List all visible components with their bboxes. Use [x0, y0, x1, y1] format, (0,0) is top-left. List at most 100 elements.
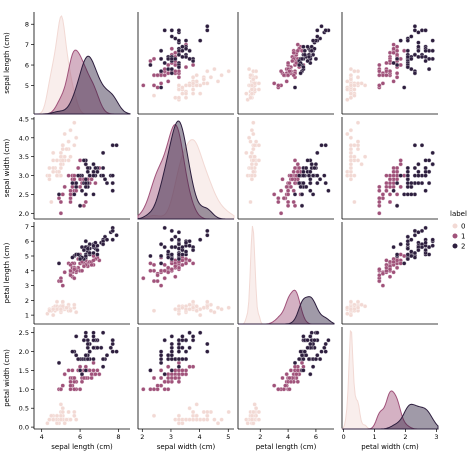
scatter-point-series-0 [348, 307, 354, 312]
scatter-point-series-2 [180, 44, 185, 49]
scatter-point-series-0 [72, 143, 77, 148]
scatter-point-series-2 [110, 173, 115, 178]
scatter-point-series-2 [166, 56, 171, 62]
scatter-point-series-2 [85, 169, 90, 174]
scatter-point-series-2 [110, 180, 115, 186]
scatter-point-series-1 [384, 180, 389, 186]
scatter-point-series-0 [176, 87, 182, 92]
scatter-point-series-1 [60, 283, 65, 288]
scatter-point-series-1 [72, 375, 77, 381]
scatter-point-series-1 [387, 50, 393, 55]
scatter-point-series-2 [323, 143, 328, 148]
scatter-point-series-2 [313, 356, 319, 362]
x-tick-label: 5 [226, 433, 230, 441]
scatter-point-series-2 [292, 360, 298, 366]
scatter-point-series-0 [190, 413, 196, 418]
scatter-point-series-2 [394, 203, 400, 208]
scatter-point-series-2 [158, 56, 164, 62]
scatter-point-series-1 [377, 184, 382, 190]
scatter-point-series-0 [190, 87, 196, 92]
scatter-point-series-0 [68, 154, 73, 159]
scatter-point-series-1 [148, 268, 153, 273]
scatter-point-series-2 [419, 143, 425, 148]
scatter-point-series-2 [187, 48, 192, 53]
scatter-point-series-2 [108, 345, 113, 350]
scatter-point-series-0 [251, 131, 256, 137]
y-tick-label: 5 [25, 82, 29, 90]
y-tick-label: 4.5 [19, 115, 29, 123]
scatter-point-series-2 [100, 356, 106, 362]
scatter-point-series-1 [295, 48, 300, 53]
scatter-point-series-0 [249, 177, 255, 182]
scatter-point-series-2 [398, 242, 403, 247]
scatter-point-series-1 [377, 278, 382, 284]
scatter-point-series-0 [66, 158, 71, 163]
scatter-point-series-2 [416, 169, 421, 174]
scatter-point-series-2 [91, 169, 96, 174]
scatter-point-series-1 [377, 188, 382, 193]
scatter-point-series-0 [253, 69, 259, 74]
scatter-point-series-2 [176, 242, 182, 247]
scatter-point-series-0 [226, 305, 231, 310]
scatter-point-series-2 [305, 345, 310, 350]
scatter-point-series-2 [158, 69, 164, 74]
scatter-point-series-1 [380, 192, 386, 197]
scatter-point-series-1 [68, 273, 73, 278]
panel-0-0 [33, 12, 131, 115]
scatter-point-series-0 [219, 73, 224, 78]
scatter-point-series-0 [248, 154, 253, 159]
scatter-point-series-0 [219, 307, 224, 312]
scatter-point-series-1 [180, 368, 185, 373]
scatter-point-series-2 [76, 173, 81, 178]
scatter-point-series-2 [301, 173, 306, 178]
scatter-point-series-2 [100, 242, 106, 247]
scatter-point-series-2 [176, 338, 182, 343]
scatter-point-series-0 [208, 75, 214, 80]
scatter-point-series-1 [285, 188, 291, 193]
scatter-point-series-0 [359, 81, 364, 86]
scatter-point-series-1 [176, 265, 182, 270]
scatter-point-series-1 [377, 199, 382, 205]
scatter-point-series-1 [384, 69, 389, 74]
scatter-point-series-1 [394, 192, 400, 197]
scatter-point-series-2 [91, 338, 96, 343]
scatter-point-series-2 [158, 356, 164, 362]
scatter-point-series-2 [158, 261, 164, 266]
scatter-point-series-2 [183, 54, 189, 60]
scatter-point-series-1 [391, 270, 396, 275]
scatter-point-series-2 [205, 24, 210, 29]
scatter-point-series-0 [68, 308, 73, 313]
scatter-point-series-0 [348, 177, 354, 182]
scatter-point-series-0 [251, 421, 256, 426]
scatter-point-series-1 [60, 192, 65, 197]
y-tick-label: 6 [25, 238, 29, 246]
scatter-point-series-2 [326, 338, 331, 343]
scatter-point-series-2 [187, 243, 192, 248]
scatter-point-series-0 [47, 308, 52, 313]
scatter-point-series-1 [169, 46, 174, 51]
scatter-point-series-2 [405, 246, 410, 251]
scatter-point-series-1 [183, 64, 189, 70]
scatter-point-series-0 [348, 146, 354, 152]
scatter-point-series-0 [256, 81, 262, 86]
scatter-point-series-2 [304, 353, 309, 358]
scatter-point-series-1 [283, 383, 288, 388]
scatter-point-series-2 [205, 233, 210, 238]
scatter-point-series-1 [384, 265, 389, 270]
scatter-point-series-0 [249, 413, 255, 418]
scatter-point-series-1 [281, 387, 287, 392]
scatter-point-series-0 [51, 417, 56, 422]
scatter-point-series-2 [416, 40, 421, 45]
scatter-point-series-0 [54, 173, 60, 178]
scatter-point-series-0 [190, 91, 196, 96]
scatter-point-series-2 [308, 341, 313, 347]
scatter-point-series-0 [252, 402, 257, 407]
scatter-point-series-0 [345, 173, 350, 178]
scatter-point-series-1 [288, 368, 294, 373]
scatter-point-series-1 [176, 379, 182, 384]
y-axis-label: sepal width (cm) [3, 138, 11, 197]
scatter-point-series-2 [301, 180, 306, 186]
scatter-point-series-2 [162, 225, 167, 231]
scatter-point-series-1 [380, 81, 386, 86]
scatter-point-series-2 [319, 349, 324, 354]
